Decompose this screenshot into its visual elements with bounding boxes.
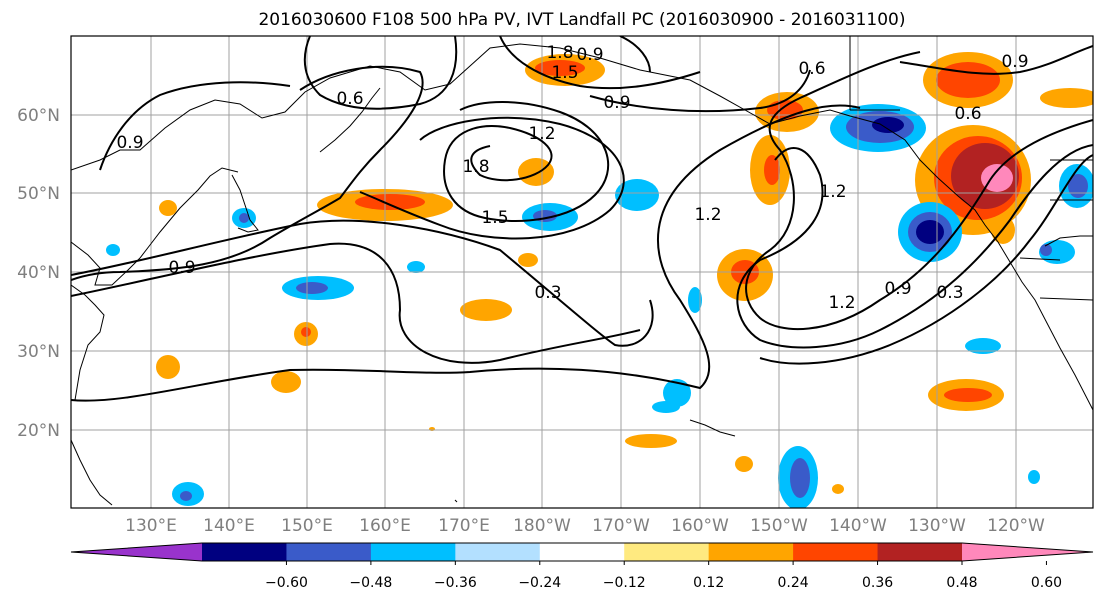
colorbar-tick-label: 0.48 [946, 575, 977, 591]
colorbar-tick-label: −0.60 [265, 575, 308, 591]
lon-label-150e: 150°E [281, 516, 333, 536]
contour-label: 1.8 [462, 157, 489, 177]
colorbar-segment [624, 543, 710, 561]
contour-label: 0.9 [1001, 52, 1028, 72]
lon-label-160w: 160°W [671, 516, 729, 536]
contour-label: 0.9 [576, 45, 603, 65]
contour-label: 0.9 [116, 133, 143, 153]
map-area: 1.8 1.5 1.2 0.9 0.6 0.9 1.8 1.5 1.2 0.9 … [71, 36, 1093, 508]
colorbar-segment [455, 543, 541, 561]
contour-label-group: 1.8 1.5 1.2 0.9 0.6 0.9 1.8 1.5 1.2 0.9 … [116, 43, 1028, 313]
map-frame [70, 35, 1094, 509]
colorbar-segment [877, 543, 963, 561]
colorbar-tick-label: 0.24 [778, 575, 809, 591]
map-title: 2016030600 F108 500 hPa PV, IVT Landfall… [258, 10, 905, 30]
colorbar-segment [539, 543, 625, 561]
contour-label: 0.3 [936, 283, 963, 303]
lat-label-40n: 40°N [17, 263, 60, 283]
colorbar-outline [70, 542, 1094, 562]
gridlines [71, 36, 1093, 508]
lon-label-140w: 140°W [829, 516, 887, 536]
contour-label: 0.3 [534, 283, 561, 303]
contour-label: 0.6 [954, 104, 981, 124]
lat-label-60n: 60°N [17, 106, 60, 126]
lon-label-170e: 170°E [438, 516, 490, 536]
lat-label-20n: 20°N [17, 421, 60, 441]
lat-label-50n: 50°N [17, 184, 60, 204]
contour-label: 0.9 [168, 258, 195, 278]
colorbar-tick-label: 0.60 [1031, 575, 1062, 591]
contour-label: 0.6 [336, 89, 363, 109]
contour-label: 1.8 [546, 43, 573, 63]
coastlines [71, 36, 1093, 506]
contour-label: 1.5 [551, 63, 578, 83]
lon-label-150w: 150°W [750, 516, 808, 536]
lon-label-130w: 130°W [908, 516, 966, 536]
contour-label: 0.6 [798, 59, 825, 79]
contour-label: 1.2 [828, 293, 855, 313]
lon-label-130e: 130°E [125, 516, 177, 536]
colorbar-segment [370, 543, 456, 561]
pv-contours [71, 36, 1093, 402]
colorbar-tick-label: 0.12 [693, 575, 724, 591]
colorbar-tick-label: −0.12 [603, 575, 646, 591]
lon-label-180w: 180°W [513, 516, 571, 536]
contour-label: 1.2 [528, 124, 555, 144]
lon-label-170w: 170°W [592, 516, 650, 536]
colorbar-tick-label: −0.36 [434, 575, 477, 591]
latitude-labels: 60°N 50°N 40°N 30°N 20°N [17, 106, 60, 441]
contour-label: 1.5 [481, 208, 508, 228]
lon-label-140e: 140°E [203, 516, 255, 536]
colorbar-extend-low [71, 543, 202, 561]
colorbar-labels: −0.60 −0.48 −0.36 −0.24 −0.12 0.12 0.24 0.36 0.4… [265, 561, 1062, 591]
colorbar-extend-high [962, 543, 1093, 561]
negative-anomalies [106, 104, 1093, 508]
colorbar-segment [286, 543, 372, 561]
colorbar-segment [793, 543, 879, 561]
lat-label-30n: 30°N [17, 342, 60, 362]
lon-label-120w: 120°W [987, 516, 1045, 536]
contour-label: 1.2 [819, 182, 846, 202]
colorbar-segment [708, 543, 794, 561]
lon-label-160e: 160°E [359, 516, 411, 536]
colorbar-tick-label: 0.36 [862, 575, 893, 591]
contour-label: 1.2 [694, 205, 721, 225]
colorbar-tick-label: −0.24 [518, 575, 561, 591]
colorbar-tick-label: −0.48 [349, 575, 392, 591]
contour-label: 0.9 [603, 93, 630, 113]
colorbar [70, 542, 1094, 562]
longitude-labels: 130°E 140°E 150°E 160°E 170°E 180°W 170°… [125, 516, 1045, 536]
contour-label: 0.9 [884, 279, 911, 299]
colorbar-segment [202, 543, 287, 561]
